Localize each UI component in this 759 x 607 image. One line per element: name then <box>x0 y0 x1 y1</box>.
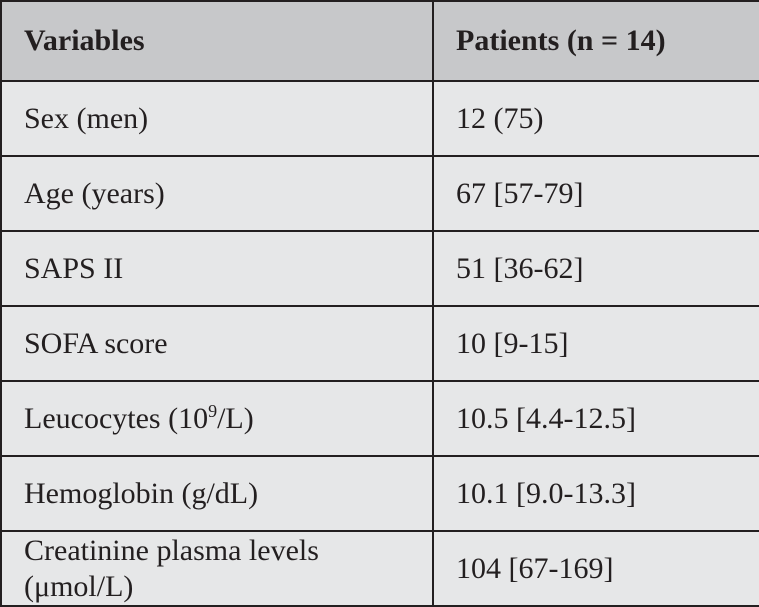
cell-variable: Creatinine plasma levels (μmol/L) <box>1 531 433 606</box>
cell-value: 12 (75) <box>433 81 759 156</box>
table-row: Leucocytes (109/L) 10.5 [4.4-12.5] <box>1 381 759 456</box>
table-row: SAPS II 51 [36-62] <box>1 231 759 306</box>
cell-variable: SOFA score <box>1 306 433 381</box>
table-row: Hemoglobin (g/dL) 10.1 [9.0-13.3] <box>1 456 759 531</box>
cell-variable: Age (years) <box>1 156 433 231</box>
patients-table: Variables Patients (n = 14) Sex (men) 12… <box>0 0 759 607</box>
cell-variable: Hemoglobin (g/dL) <box>1 456 433 531</box>
cell-value: 10.1 [9.0-13.3] <box>433 456 759 531</box>
table-row: Sex (men) 12 (75) <box>1 81 759 156</box>
leucocytes-pre: Leucocytes (10 <box>24 402 208 435</box>
cell-variable: Leucocytes (109/L) <box>1 381 433 456</box>
cell-value: 10 [9-15] <box>433 306 759 381</box>
col-header-patients: Patients (n = 14) <box>433 1 759 81</box>
leucocytes-post: /L) <box>217 402 254 435</box>
cell-value: 51 [36-62] <box>433 231 759 306</box>
cell-value: 10.5 [4.4-12.5] <box>433 381 759 456</box>
table-row: Creatinine plasma levels (μmol/L) 104 [6… <box>1 531 759 606</box>
table-row: Age (years) 67 [57-79] <box>1 156 759 231</box>
table-header-row: Variables Patients (n = 14) <box>1 1 759 81</box>
col-header-variables: Variables <box>1 1 433 81</box>
cell-value: 104 [67-169] <box>433 531 759 606</box>
cell-variable: SAPS II <box>1 231 433 306</box>
table-row: SOFA score 10 [9-15] <box>1 306 759 381</box>
cell-variable: Sex (men) <box>1 81 433 156</box>
leucocytes-sup: 9 <box>208 401 217 421</box>
cell-value: 67 [57-79] <box>433 156 759 231</box>
